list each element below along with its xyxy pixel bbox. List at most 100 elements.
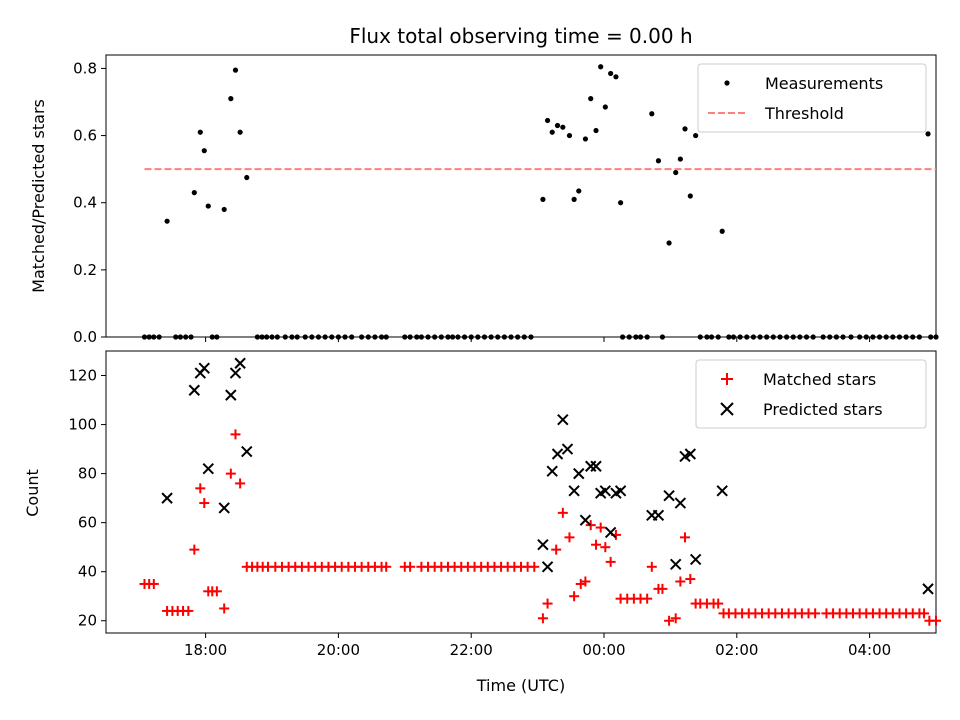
legend-measurements-marker — [724, 80, 730, 86]
matched-point — [235, 478, 246, 489]
measurement-point — [593, 127, 599, 134]
predicted-point — [541, 561, 554, 573]
measurement-point — [151, 334, 157, 340]
measurement-point — [438, 334, 444, 340]
y-tick-label: 100 — [68, 416, 97, 434]
matched-point — [564, 532, 575, 543]
measurement-point — [608, 70, 614, 77]
measurement-point — [269, 334, 275, 340]
measurement-point — [501, 334, 507, 340]
measurement-point — [146, 334, 152, 340]
count-y-ticks: 20 40 60 80 100 120 — [68, 367, 106, 630]
predicted-point — [234, 357, 246, 369]
measurement-point — [933, 334, 939, 340]
matched-point — [670, 613, 681, 624]
y-tick-label: 20 — [78, 612, 97, 630]
measurement-point — [173, 334, 179, 340]
measurement-point — [232, 67, 239, 73]
matched-point — [529, 561, 540, 572]
measurement-point — [784, 334, 790, 340]
matched-point — [551, 544, 562, 555]
predicted-point — [674, 497, 687, 509]
measurement-point — [309, 334, 315, 340]
measurement-point — [870, 334, 876, 340]
matched-point — [664, 615, 675, 626]
measurement-point — [666, 240, 672, 246]
y-tick-label: 120 — [68, 367, 97, 385]
ratio-y-ticks: 0.0 0.2 0.4 0.6 0.8 — [73, 59, 106, 346]
measurement-point — [544, 117, 551, 124]
measurement-point — [693, 132, 699, 139]
y-tick-label: 0.6 — [73, 127, 97, 145]
matched-point — [405, 561, 416, 572]
measurement-point — [715, 334, 721, 340]
y-tick-label: 40 — [78, 563, 97, 581]
measurement-point — [883, 334, 889, 340]
measurement-point — [432, 334, 438, 340]
predicted-point — [590, 460, 602, 472]
measurement-point — [764, 334, 770, 340]
measurement-point — [840, 334, 846, 340]
measurement-point — [560, 124, 566, 130]
measurement-point — [571, 196, 577, 202]
count-legend-box — [695, 359, 927, 429]
predicted-point — [568, 485, 580, 497]
measurement-point — [704, 334, 710, 340]
measurement-point — [274, 334, 280, 340]
measurement-point — [757, 334, 763, 340]
matched-point — [595, 522, 606, 533]
measurement-point — [528, 334, 534, 340]
measurement-point — [264, 334, 270, 340]
matched-point — [580, 576, 591, 587]
predicted-point — [689, 553, 702, 566]
measurement-point — [141, 334, 148, 340]
measurement-point — [425, 334, 431, 340]
legend-predicted-label: Predicted stars — [763, 400, 883, 419]
matched-point — [537, 613, 548, 624]
measurement-point — [637, 334, 644, 340]
ratio-panel-frame — [105, 54, 937, 338]
measurement-point — [418, 334, 424, 340]
predicted-point — [218, 502, 230, 514]
measurement-point — [315, 334, 322, 340]
predicted-point — [229, 367, 242, 379]
measurement-point — [896, 334, 903, 340]
measurement-point — [402, 334, 408, 340]
measurement-point — [903, 334, 909, 340]
count-legend: Matched stars Predicted stars — [695, 359, 927, 429]
matched-point — [189, 544, 200, 555]
measurement-point — [582, 136, 589, 142]
measurement-point — [359, 334, 365, 340]
measurement-point — [810, 334, 816, 340]
measurement-point — [726, 334, 732, 340]
count-panel: 20 40 60 80 100 120 18:00 20:00 22:00 00:00 02:00… — [23, 350, 941, 695]
predicted-point — [922, 583, 934, 595]
x-tick-label: 04:00 — [848, 641, 891, 659]
matched-point — [657, 583, 668, 594]
predicted-point — [716, 485, 728, 497]
matched-point — [569, 591, 580, 602]
measurement-point — [549, 129, 555, 135]
matched-point — [685, 574, 696, 585]
predicted-point — [561, 443, 574, 455]
matched-point — [199, 498, 210, 509]
measurement-point — [164, 218, 170, 224]
measurement-point — [188, 334, 194, 340]
measurement-point — [566, 132, 573, 139]
x-axis-label: Time (UTC) — [476, 676, 565, 695]
matched-point — [557, 507, 568, 518]
measurement-point — [378, 334, 385, 340]
measurement-point — [803, 334, 810, 340]
count-series — [139, 357, 941, 626]
legend-threshold-label: Threshold — [764, 104, 844, 123]
measurement-point — [540, 196, 546, 202]
matched-point — [642, 593, 653, 604]
measurement-point — [655, 158, 662, 164]
predicted-point — [551, 448, 564, 460]
legend-matched-label: Matched stars — [763, 370, 876, 389]
measurement-point — [244, 174, 250, 181]
measurement-point — [777, 334, 783, 340]
measurement-point — [619, 334, 626, 340]
matched-point — [680, 532, 691, 543]
